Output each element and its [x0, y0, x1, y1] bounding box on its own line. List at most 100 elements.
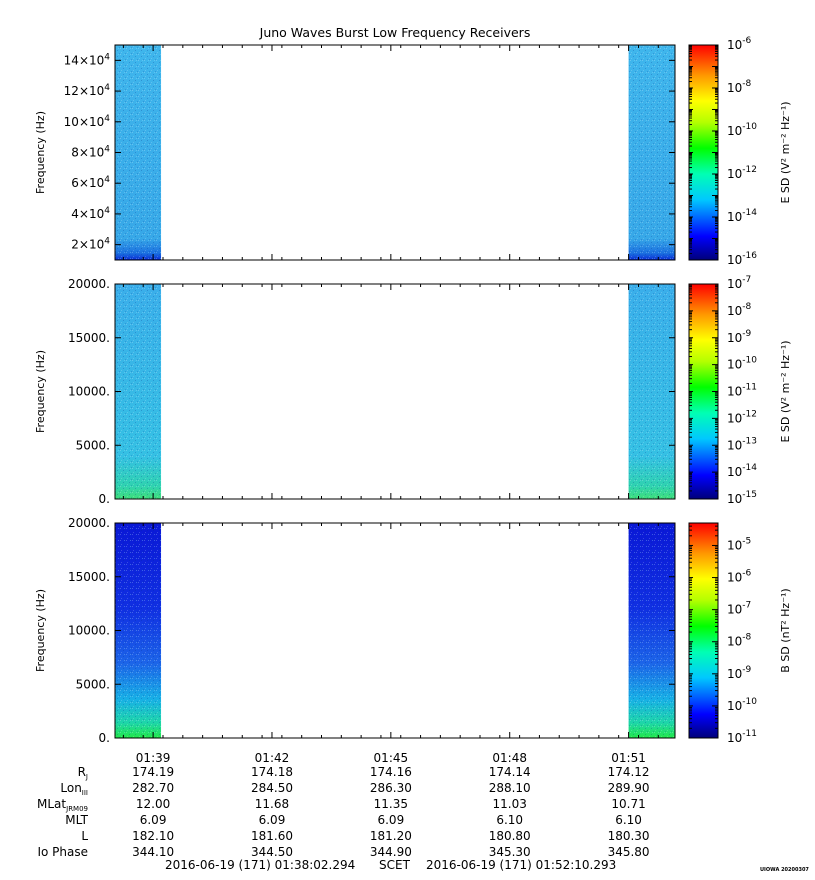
ephemeris-row: MLT 6.09 6.09 6.09 6.10 6.10: [0, 813, 815, 828]
time-axis: 01:39 01:42 01:45 01:48 01:51: [136, 751, 646, 765]
y-tick-label: 20000.: [68, 277, 110, 291]
y-tick-label: 10000.: [68, 385, 110, 399]
ephemeris-row: RJ 174.19 174.18 174.16 174.14 174.12: [0, 765, 815, 781]
ephemeris-value: 286.30: [369, 781, 412, 795]
spectrogram-texture: [628, 45, 675, 260]
ephemeris-value: 174.16: [369, 765, 412, 779]
colorbar-tick-label: 10-7: [727, 601, 751, 617]
spectrogram-texture: [628, 284, 675, 499]
colorbar-tick-label: 10-14: [727, 463, 757, 479]
panel-3: 0. 5000. 10000. 15000. 20000. Frequency (Hz) 1…: [34, 516, 792, 745]
y-axis-label: Frequency (Hz): [34, 111, 47, 194]
colorbar-label: E SD (V² m⁻² Hz⁻¹): [779, 101, 792, 203]
colorbar-tick-label: 10-7: [727, 275, 751, 291]
colorbar-tick-label: 10-10: [727, 356, 757, 372]
y-tick-label: 6×104: [71, 175, 110, 190]
ephemeris-value: 344.50: [250, 845, 293, 859]
ephemeris-row: MLatJRM09 12.00 11.68 11.35 11.03 10.71: [0, 797, 815, 813]
ephemeris-row: LonIII 282.70 284.50 286.30 288.10 289.90: [0, 781, 815, 797]
ephemeris-value: 345.30: [488, 845, 531, 859]
ephemeris-value: 174.19: [132, 765, 175, 779]
colorbar-tick-label: 10-8: [727, 633, 752, 649]
colorbar-tick-label: 10-5: [727, 536, 751, 552]
ephemeris-value: 345.80: [607, 845, 650, 859]
colorbar-tick-label: 10-14: [727, 208, 757, 224]
y-tick-label: 0.: [99, 731, 110, 745]
ephemeris-value: 344.90: [369, 845, 412, 859]
x-tick-label: 01:45: [374, 751, 409, 765]
x-tick-label: 01:39: [136, 751, 171, 765]
colorbar-tick-label: 10-15: [727, 490, 757, 506]
panel-1: 2×104 4×104 6×104 8×104 10×104 12×104 14×104 Fr…: [34, 36, 792, 267]
y-tick-label: 0.: [99, 492, 110, 506]
uiowa-stamp: UIOWA 20200307: [760, 867, 809, 873]
colorbar-label: B SD (nT² Hz⁻¹): [779, 588, 792, 672]
colorbar-tick-label: 10-9: [727, 665, 752, 681]
plot-frame: [114, 283, 676, 500]
ephemeris-value: 174.12: [607, 765, 650, 779]
ephemeris-value: 11.03: [492, 797, 527, 811]
spectrogram-texture: [114, 523, 162, 738]
spectrogram-texture: [628, 523, 675, 738]
x-tick-label: 01:48: [492, 751, 527, 765]
colorbar-tick-label: 10-6: [727, 36, 752, 52]
ephemeris-value: 6.09: [377, 813, 405, 827]
ephemeris-value: 174.18: [250, 765, 293, 779]
ephemeris-value: 12.00: [135, 797, 171, 811]
ephemeris-value: 180.80: [488, 829, 531, 843]
ephemeris-row: L 182.10 181.60 181.20 180.80 180.30: [0, 829, 815, 844]
y-tick-label: 8×104: [71, 145, 110, 160]
colorbar-tick-label: 10-16: [727, 251, 757, 267]
ephemeris-value: 6.09: [139, 813, 167, 827]
y-tick-label: 5000.: [76, 438, 110, 452]
end-time: 2016-06-19 (171) 01:52:10.293: [426, 858, 617, 872]
ephemeris-value: 182.10: [132, 829, 175, 843]
ephemeris-value: 180.30: [607, 829, 650, 843]
y-tick-label: 2×104: [71, 237, 110, 252]
ephemeris-value: 284.50: [250, 781, 293, 795]
colorbar-tick-label: 10-10: [727, 122, 757, 138]
ephemeris-value: 11.68: [254, 797, 290, 811]
spectrogram-texture: [114, 45, 162, 260]
y-tick-label: 15000.: [68, 331, 110, 345]
colorbar: [688, 522, 719, 739]
ephemeris-value: 11.35: [373, 797, 409, 811]
y-axis-label: Frequency (Hz): [34, 350, 47, 433]
x-tick-label: 01:51: [611, 751, 646, 765]
ephemeris-label: MLT: [65, 813, 88, 827]
colorbar-tick-label: 10-13: [727, 436, 757, 452]
panel-2: 0. 5000. 10000. 15000. 20000. Frequency (Hz) 1…: [34, 275, 792, 506]
start-time: 2016-06-19 (171) 01:38:02.294: [165, 858, 356, 872]
colorbar-tick-label: 10-11: [727, 383, 757, 399]
y-tick-label: 14×104: [64, 52, 111, 67]
ephemeris-value: 181.60: [250, 829, 293, 843]
scet-label: SCET: [379, 858, 410, 872]
colorbar-tick-label: 10-8: [727, 302, 752, 318]
y-tick-label: 10000.: [68, 624, 110, 638]
y-tick-label: 12×104: [64, 83, 111, 98]
colorbar-tick-label: 10-8: [727, 79, 752, 95]
ephemeris-table: RJ 174.19 174.18 174.16 174.14 174.12 LonIII 28…: [0, 745, 815, 880]
ephemeris-value: 282.70: [132, 781, 175, 795]
plot-frame: [114, 522, 676, 739]
ephemeris-label: MLatJRM09: [37, 797, 88, 813]
colorbar-tick-label: 10-12: [727, 165, 757, 181]
ephemeris-value: 6.09: [258, 813, 286, 827]
y-tick-label: 15000.: [68, 570, 110, 584]
colorbar-tick-label: 10-9: [727, 329, 752, 345]
ephemeris-value: 288.10: [488, 781, 531, 795]
y-axis-label: Frequency (Hz): [34, 589, 47, 672]
y-tick-label: 5000.: [76, 677, 110, 691]
ephemeris-label: Io Phase: [37, 845, 88, 859]
ephemeris-label: RJ: [77, 765, 88, 781]
ephemeris-value: 181.20: [369, 829, 412, 843]
colorbar-label: E SD (V² m⁻² Hz⁻¹): [779, 340, 792, 442]
y-tick-label: 10×104: [64, 114, 111, 129]
ephemeris-value: 6.10: [615, 813, 642, 827]
colorbar-tick-label: 10-12: [727, 409, 757, 425]
ephemeris-label: LonIII: [60, 781, 88, 797]
y-tick-label: 4×104: [71, 206, 110, 221]
ephemeris-label: L: [81, 829, 88, 843]
spectrogram-texture: [114, 284, 162, 499]
